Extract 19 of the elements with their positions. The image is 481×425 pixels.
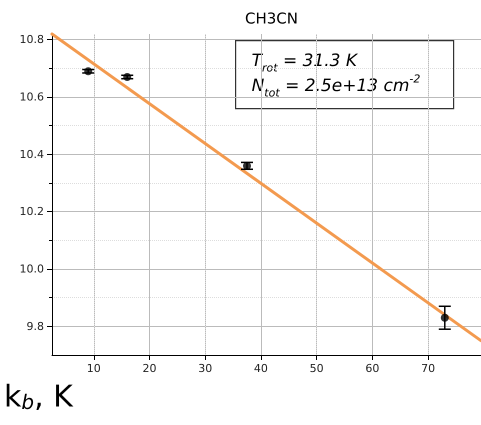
point: [84, 67, 92, 76]
x-axis-title: kb, K: [4, 380, 74, 414]
x-tick-label: 60: [365, 362, 380, 375]
x-tick-label: 20: [142, 362, 156, 375]
y-tick-label: 9.8: [26, 320, 44, 333]
y-tick-label: 10.2: [20, 205, 44, 218]
x-tick-label: 50: [310, 362, 324, 375]
y-tick-label: 10.6: [20, 90, 44, 104]
y-tick-label: 10.0: [20, 262, 44, 276]
point: [123, 72, 132, 81]
chart-title: CH3CN: [245, 10, 298, 28]
x-tick-label: 70: [421, 362, 436, 375]
point: [243, 162, 251, 170]
x-tick-label: 40: [254, 362, 268, 375]
y-tick-label: 10.4: [20, 148, 44, 161]
y-tick-label: 10.8: [20, 33, 44, 46]
x-tick-label: 10: [86, 362, 101, 375]
x-tick-label: 30: [198, 362, 212, 375]
point: [440, 314, 449, 322]
